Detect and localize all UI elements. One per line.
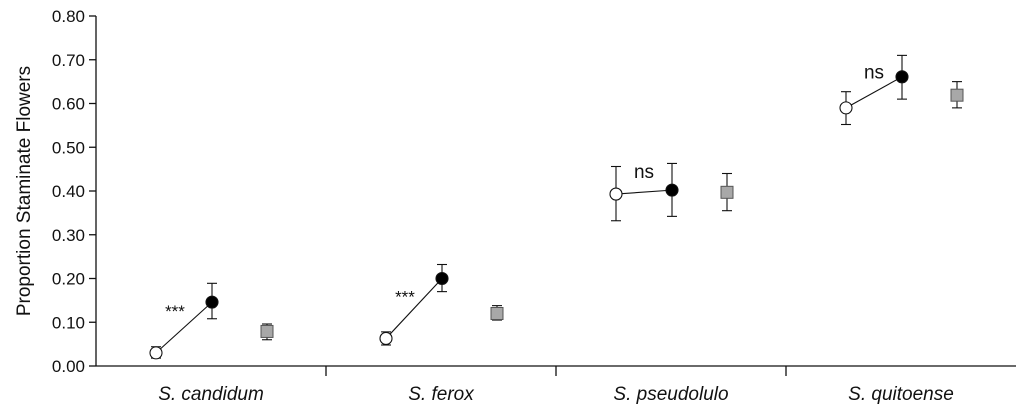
y-tick-label: 0.00 <box>52 357 85 376</box>
data-point-open-circle <box>149 346 163 360</box>
data-point-open-circle <box>379 331 393 345</box>
y-tick-label: 0.10 <box>52 313 85 332</box>
data-point-filled-circle <box>435 271 449 286</box>
x-axis-ticks: S. candidum S. ferox S. pseudolulo S. quito… <box>158 366 954 405</box>
y-tick-label: 0.20 <box>52 270 85 289</box>
data-point-filled-circle <box>665 183 679 197</box>
x-tick-label: S. quitoense <box>848 384 954 405</box>
y-tick-label: 0.70 <box>52 51 85 70</box>
significance-label: *** <box>165 302 185 321</box>
data-point-open-circle <box>609 187 623 201</box>
significance-label: ns <box>864 62 884 83</box>
y-tick-label: 0.30 <box>52 226 85 245</box>
x-tick-label: S. pseudolulo <box>613 384 728 405</box>
y-tick-label: 0.50 <box>52 138 85 157</box>
data-point-square <box>260 324 274 338</box>
y-tick-label: 0.60 <box>52 95 85 114</box>
connector-line <box>155 301 213 354</box>
x-tick-label: S. ferox <box>408 384 475 405</box>
connector-line <box>845 76 903 109</box>
data-marks: *** *** ns ns <box>149 54 964 360</box>
y-axis-ticks: 0.00 0.10 0.20 0.30 0.40 0.50 0.60 0.70 0.80 <box>52 7 96 376</box>
data-point-filled-circle <box>205 295 219 309</box>
data-point-open-circle <box>839 101 853 115</box>
data-point-filled-circle <box>895 70 909 84</box>
connector-line <box>615 189 673 195</box>
data-point-square <box>490 307 504 320</box>
y-tick-label: 0.40 <box>52 182 85 201</box>
significance-label: *** <box>395 287 415 306</box>
x-tick-label: S. candidum <box>158 384 264 405</box>
significance-label: ns <box>634 162 654 183</box>
data-point-square <box>720 185 734 199</box>
data-point-square <box>950 88 964 102</box>
y-tick-label: 0.80 <box>52 7 85 26</box>
y-axis-label: Proportion Staminate Flowers <box>14 66 35 316</box>
connector-line <box>385 278 443 339</box>
